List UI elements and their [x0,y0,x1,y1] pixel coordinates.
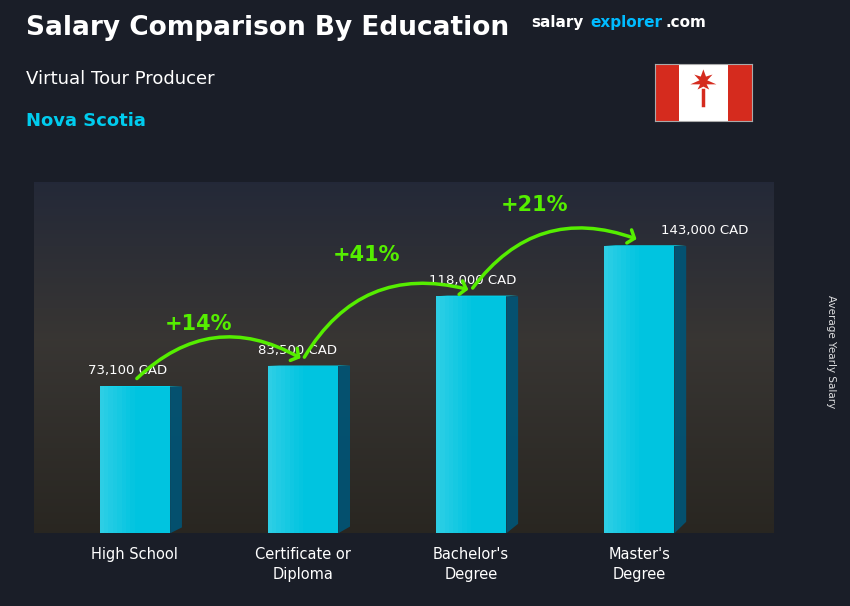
Polygon shape [690,69,717,90]
Polygon shape [286,365,290,533]
Text: 73,100 CAD: 73,100 CAD [88,364,167,378]
Polygon shape [674,246,686,533]
Polygon shape [436,296,507,533]
Polygon shape [268,365,272,533]
Polygon shape [613,246,617,533]
Polygon shape [445,296,449,533]
Polygon shape [654,64,679,121]
Text: 83,500 CAD: 83,500 CAD [258,344,337,356]
Polygon shape [170,387,182,533]
Text: salary: salary [531,15,584,30]
Polygon shape [104,387,109,533]
Polygon shape [507,296,518,533]
Polygon shape [109,387,113,533]
Polygon shape [276,365,280,533]
Polygon shape [117,387,122,533]
Polygon shape [113,387,117,533]
Text: +21%: +21% [502,195,569,215]
Text: +41%: +41% [333,245,400,265]
Text: 118,000 CAD: 118,000 CAD [429,275,517,287]
Polygon shape [338,365,350,533]
Text: Nova Scotia: Nova Scotia [26,112,145,130]
Text: Virtual Tour Producer: Virtual Tour Producer [26,70,214,88]
Text: Average Yearly Salary: Average Yearly Salary [826,295,836,408]
Polygon shape [604,246,674,533]
Polygon shape [458,296,462,533]
Polygon shape [99,387,104,533]
Polygon shape [728,64,752,121]
Text: .com: .com [666,15,706,30]
Polygon shape [609,246,613,533]
Text: Salary Comparison By Education: Salary Comparison By Education [26,15,508,41]
Text: 143,000 CAD: 143,000 CAD [661,224,748,237]
Polygon shape [449,296,453,533]
Polygon shape [440,296,445,533]
Polygon shape [268,365,338,533]
Polygon shape [290,365,294,533]
Polygon shape [280,365,286,533]
Polygon shape [617,246,621,533]
Text: explorer: explorer [591,15,663,30]
Polygon shape [272,365,276,533]
Polygon shape [626,246,631,533]
Polygon shape [436,296,440,533]
Polygon shape [122,387,126,533]
Polygon shape [621,246,626,533]
Polygon shape [604,246,609,533]
Polygon shape [99,387,170,533]
Text: +14%: +14% [165,315,233,335]
Polygon shape [604,245,686,246]
Polygon shape [453,296,458,533]
